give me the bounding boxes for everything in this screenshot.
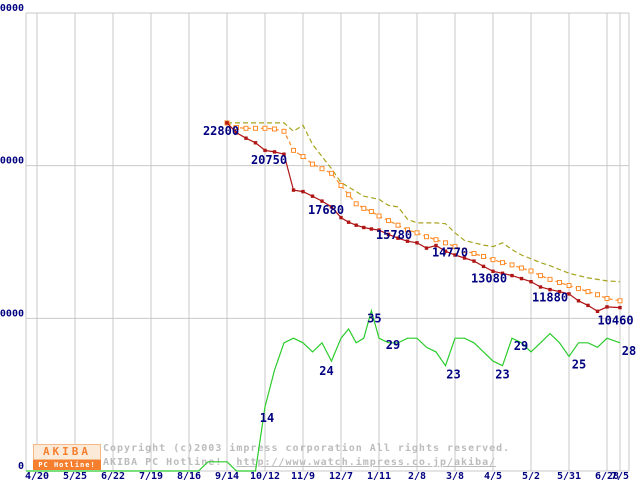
x-tick-label: 10/12 xyxy=(250,471,280,480)
x-tick-label: 8/16 xyxy=(177,471,201,480)
x-tick-label: 4/5 xyxy=(484,471,502,480)
x-tick-label: 3/8 xyxy=(446,471,464,480)
y-tick-label: 30000 xyxy=(0,3,24,14)
copyright-line-1: Copyright (c)2003 impress corporation Al… xyxy=(103,443,511,454)
x-tick-label: 9/14 xyxy=(215,471,239,480)
copyright-url: http://www.watch.impress.co.jp/akiba/ xyxy=(236,457,497,468)
x-tick-label: 1/11 xyxy=(367,471,391,480)
x-tick-label: 11/9 xyxy=(291,471,315,480)
akiba-logo-bottom-text: PC Hotline! xyxy=(33,460,101,470)
y-tick-label: 0 xyxy=(18,461,24,472)
x-tick-label: 5/25 xyxy=(63,471,87,480)
x-tick-label: 12/7 xyxy=(329,471,353,480)
akiba-logo-top-text: AKIBA xyxy=(33,444,101,460)
x-tick-label: 2/8 xyxy=(408,471,426,480)
copyright-line-2: AKIBA PC Hotline! http://www.watch.impre… xyxy=(103,457,496,468)
x-tick-label: 7/5 xyxy=(611,471,629,480)
y-tick-label: 10000 xyxy=(0,308,24,319)
x-tick-label: 7/19 xyxy=(139,471,163,480)
x-tick-label: 5/2 xyxy=(522,471,540,480)
copyright-line-2-prefix: AKIBA PC Hotline! xyxy=(103,457,237,468)
akiba-pc-hotline-logo: AKIBA PC Hotline! xyxy=(33,444,101,470)
x-tick-label: 6/22 xyxy=(101,471,125,480)
y-tick-label: 20000 xyxy=(0,156,24,167)
x-tick-label: 5/31 xyxy=(557,471,581,480)
x-tick-label: 6/28 xyxy=(595,471,619,480)
x-tick-label: 4/20 xyxy=(25,471,49,480)
